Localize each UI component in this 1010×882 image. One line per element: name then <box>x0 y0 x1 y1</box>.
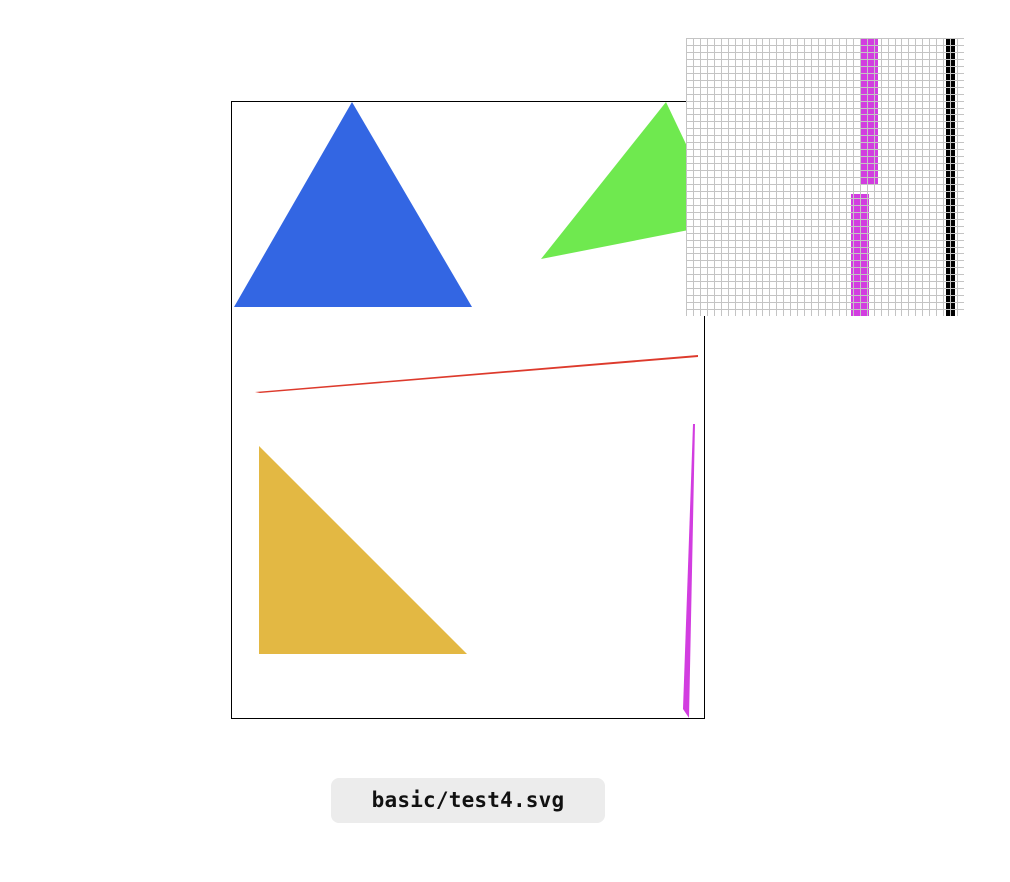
red-sliver <box>255 355 698 393</box>
zoom-pixel-grid <box>686 38 964 316</box>
blue-triangle <box>234 102 472 307</box>
zoom-magenta-segment <box>860 38 878 184</box>
filename-label: basic/test4.svg <box>331 778 605 823</box>
svg-render-canvas[interactable] <box>231 101 705 719</box>
yellow-triangle <box>259 446 467 654</box>
green-triangle <box>541 102 704 259</box>
pixel-zoom-inset <box>686 38 964 316</box>
magenta-sliver <box>683 424 695 718</box>
